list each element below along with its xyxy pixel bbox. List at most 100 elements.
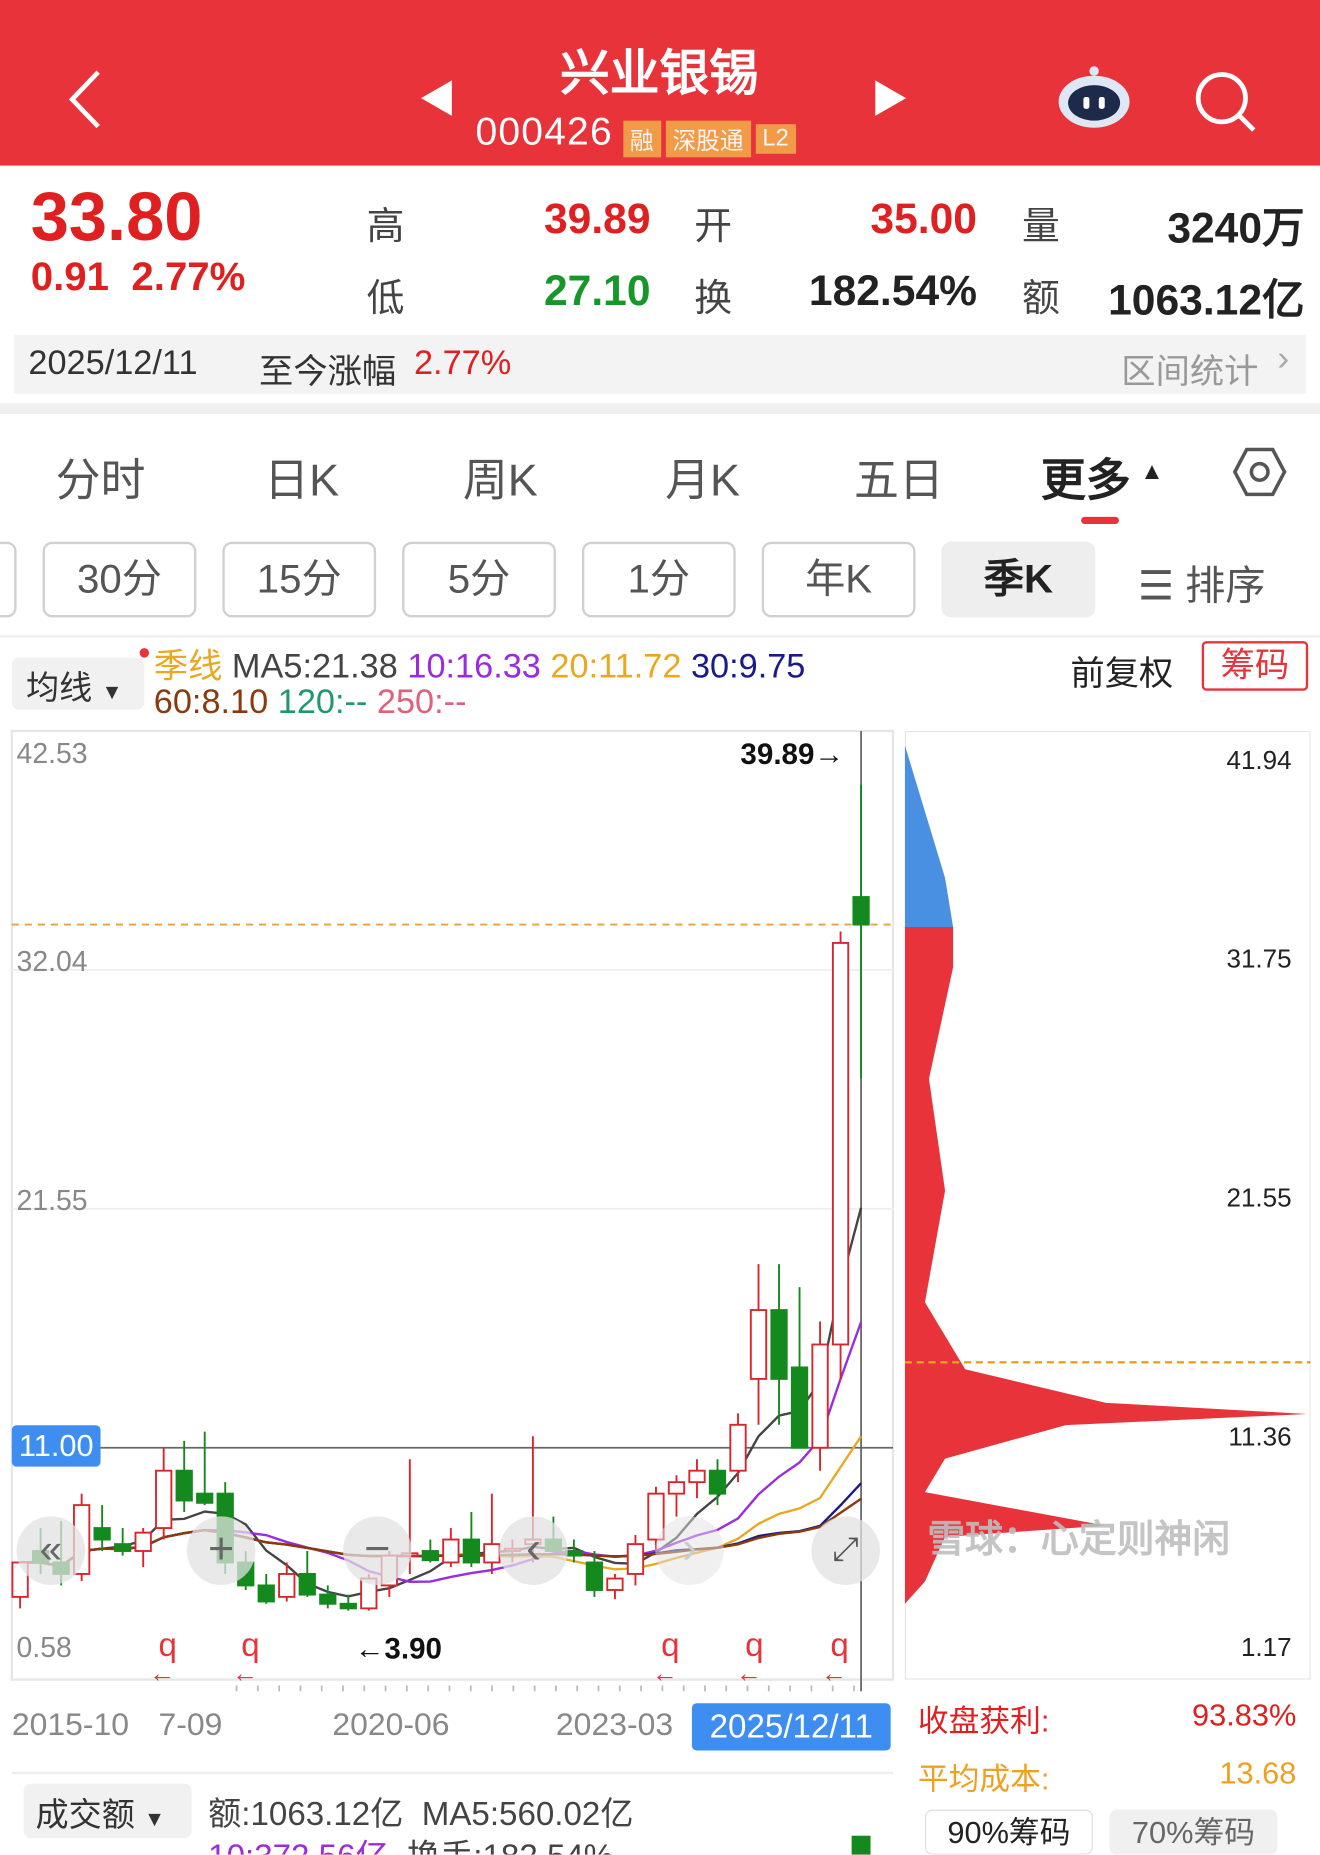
ma-selector[interactable]: 均线 ▼ [11,657,145,710]
candle-up [811,1343,829,1449]
since-pct: 2.77% [413,344,512,383]
scroll-right-button[interactable]: › [655,1516,724,1585]
tab-monthly-k[interactable]: 月K [665,456,741,507]
search-icon[interactable] [1192,69,1258,135]
volume-ma5: MA5:560.02亿 [421,1795,634,1833]
cursor-price-tag: 11.00 [11,1425,101,1467]
ma60-value: 60:8.10 [153,683,269,722]
zoom-out-button[interactable]: − [343,1516,412,1585]
ma5-value: MA5:21.38 [231,648,398,687]
chips-button[interactable]: 筹码 [1201,641,1309,691]
period-30min[interactable]: 30分 [42,541,197,618]
y-tick-right: 1.17 [1240,1632,1292,1662]
volume-amount: 额:1063.12亿 [208,1795,404,1833]
y-tick-right: 31.75 [1226,943,1292,974]
fullscreen-button[interactable]: ⤢ [811,1516,881,1585]
candle-down [565,1550,583,1557]
candle-up [831,941,850,1346]
period-stats-bar[interactable]: 2025/12/11 至今涨幅 2.77% 区间统计 › [14,334,1306,394]
chips-below-price [904,927,1307,1604]
ma30-line [20,1482,862,1568]
caret-up-icon: ▲ [1140,458,1164,485]
period-5min[interactable]: 5分 [402,541,556,618]
amount-label: 额 [1021,276,1060,320]
robot-assistant-icon[interactable] [1055,62,1133,133]
scroll-left-button[interactable]: ‹ [499,1516,568,1585]
tab-90-chips[interactable]: 90%筹码 [924,1809,1093,1855]
y-tick-left: 42.53 [16,738,88,771]
candle-up [442,1538,460,1564]
sort-button[interactable]: ☰ 排序 [1138,554,1266,612]
scroll-left-all-button[interactable]: « [16,1516,86,1585]
price-change-pct: 2.77% [131,254,246,300]
chips-above-price [904,745,954,928]
candle-up [134,1531,152,1552]
y-tick-left: 32.04 [16,946,88,979]
signal-q-marker: q [745,1627,763,1664]
signal-q-marker: q [158,1627,176,1664]
since-label: 至今涨幅 [259,353,397,392]
interval-stats-link[interactable]: 区间统计 [1121,353,1259,392]
candle-up [606,1577,624,1591]
volume-value: 3240万 [1167,203,1305,252]
next-stock-icon[interactable] [873,78,908,118]
signal-q-marker: q [830,1627,848,1664]
avg-cost-value: 13.68 [1219,1755,1297,1791]
back-icon[interactable] [65,69,105,131]
volume-label: 量 [1021,204,1060,248]
period-quarterly-k[interactable]: 季K [941,541,1096,618]
tab-five-day[interactable]: 五日 [853,456,944,507]
volume-bar [851,1835,871,1855]
tab-70-chips[interactable]: 70%筹码 [1109,1809,1278,1855]
y-tick-left: 21.55 [16,1185,88,1218]
candle-up [278,1573,296,1598]
ma10-value: 10:16.33 [407,648,541,687]
candle-up [483,1543,501,1564]
candle-up [155,1469,173,1530]
tab-daily-k[interactable]: 日K [264,456,340,507]
ma-selector-label: 均线 [26,669,93,707]
candle-up [729,1423,747,1472]
low-marker: ←3.90 [354,1632,442,1666]
candle-up [667,1481,686,1495]
candle-down [196,1492,214,1504]
turnover-value: 182.54% [808,266,977,315]
zoom-in-button[interactable]: + [186,1516,256,1585]
period-15min[interactable]: 15分 [222,541,377,618]
tab-weekly-k[interactable]: 周K [462,456,538,507]
ma-period: 季线 [153,648,223,687]
candle-down [93,1527,111,1541]
connect-badge: 深股通 [665,120,751,158]
open-value: 35.00 [870,193,977,243]
candle-down [852,896,870,926]
signal-arrow-icon: ← [232,1658,258,1688]
prev-stock-icon[interactable] [419,78,454,118]
top-bar: 兴业银锡 000426 融深股通 L2 [0,0,1320,166]
period-1min[interactable]: 1分 [581,541,736,618]
candle-up [626,1543,645,1575]
chart-frame [10,729,895,1681]
settings-hexagon-icon[interactable] [1232,445,1287,499]
adjust-mode[interactable]: 前复权 [1070,655,1174,694]
watermark: 雪球：心定则神闲 [927,1517,1231,1561]
candle-down [339,1602,357,1610]
volume-indicator-selector[interactable]: 成交额 ▼ [23,1783,192,1839]
divider [0,635,1320,638]
candle-down [708,1469,727,1495]
volume-selector-label: 成交额 [35,1796,135,1834]
chip-frame [904,730,1311,1680]
tab-intraday[interactable]: 分时 [55,456,146,507]
period-button-hidden[interactable] [0,541,17,618]
profit-value: 93.83% [1192,1697,1297,1733]
y-tick-left: 0.58 [16,1632,72,1665]
period-yearly-k[interactable]: 年K [761,541,916,618]
margin-badge: 融 [622,120,661,158]
candle-down [790,1366,809,1449]
kline-chart[interactable]: q←q←q←q←q← [0,722,899,1692]
candle-down [319,1593,337,1605]
menu-icon: ☰ [1137,564,1186,610]
tab-more[interactable]: 更多 [1040,456,1131,507]
y-tick-right: 11.36 [1228,1421,1292,1452]
open-label: 开 [694,204,733,248]
candle-down [421,1550,439,1562]
